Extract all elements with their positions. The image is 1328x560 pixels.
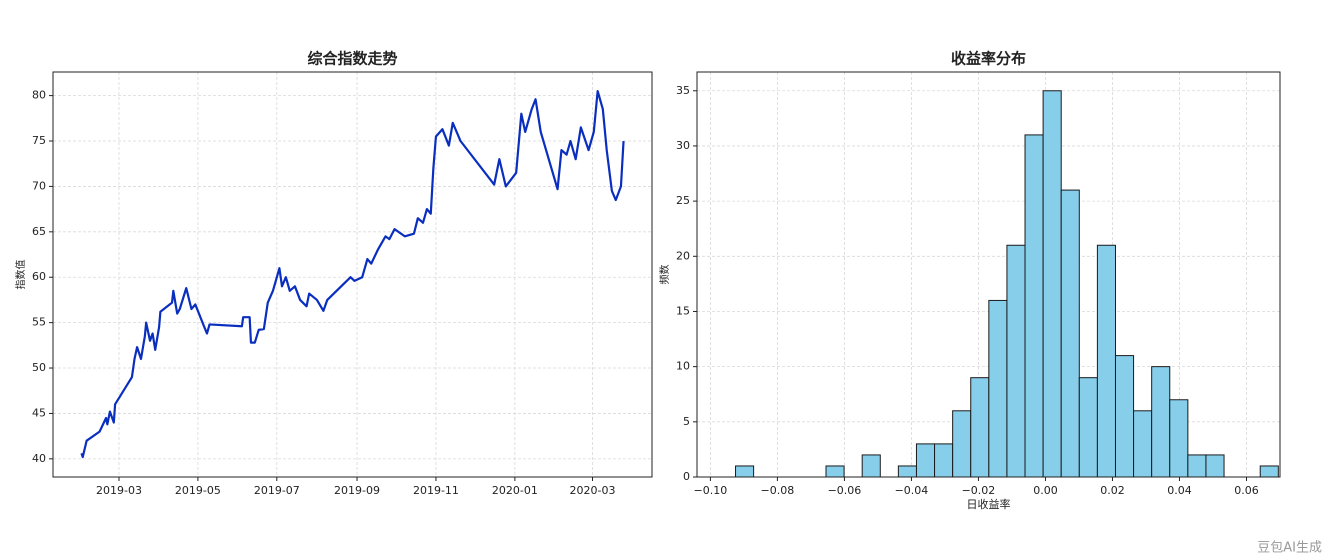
x-tick-label: −0.10 [694, 484, 728, 497]
bar [897, 465, 917, 478]
y-tick-label: 50 [32, 361, 46, 374]
y-tick-label: 70 [32, 179, 46, 192]
bar [825, 465, 845, 478]
chart-title: 综合指数走势 [307, 50, 397, 68]
bar [1205, 454, 1225, 478]
y-tick-label: 30 [676, 139, 690, 152]
y-tick-label: 80 [32, 89, 46, 102]
y-tick-label: 20 [676, 249, 690, 262]
bar [1187, 454, 1207, 478]
x-tick-label: 2019-11 [413, 484, 459, 497]
bar [1114, 355, 1135, 478]
x-tick-label: 0.06 [1234, 484, 1259, 497]
chart-title: 收益率分布 [951, 50, 1026, 68]
x-tick-label: 0.02 [1100, 484, 1125, 497]
y-tick-label: 0 [683, 470, 690, 483]
bar [861, 454, 881, 478]
bar [1078, 377, 1098, 478]
bar [1169, 399, 1189, 478]
x-tick-label: −0.08 [761, 484, 795, 497]
x-tick-label: 0.04 [1167, 484, 1192, 497]
bar [1151, 366, 1171, 478]
y-tick-label: 75 [32, 134, 46, 147]
bar [1133, 410, 1153, 478]
y-tick-label: 40 [32, 452, 46, 465]
axes-frame [696, 71, 1281, 478]
x-tick-label: 2020-01 [492, 484, 538, 497]
bar [1259, 465, 1279, 478]
y-tick-label: 5 [683, 415, 690, 428]
y-tick-label: 15 [676, 304, 690, 317]
x-tick-label: 2019-07 [254, 484, 300, 497]
bar [735, 465, 755, 478]
x-tick-label: 2019-05 [175, 484, 221, 497]
y-tick-label: 45 [32, 406, 46, 419]
x-axis-label: 日收益率 [967, 497, 1011, 511]
bar [970, 377, 990, 478]
bar [952, 410, 972, 478]
line [80, 89, 625, 459]
bar [988, 299, 1008, 478]
bar [1024, 134, 1044, 478]
x-tick-label: 2019-03 [96, 484, 142, 497]
watermark: 豆包AI生成 [1257, 541, 1322, 556]
y-tick-label: 60 [32, 270, 46, 283]
y-tick-label: 25 [676, 194, 690, 207]
y-axis-label: 指数值 [14, 260, 27, 290]
y-tick-label: 10 [676, 360, 690, 373]
x-tick-label: −0.02 [962, 484, 996, 497]
bar [1006, 244, 1026, 478]
bar [934, 443, 954, 478]
x-tick-label: −0.06 [828, 484, 862, 497]
bar [1042, 90, 1062, 478]
bar [1096, 244, 1116, 478]
x-tick-label: 2020-03 [570, 484, 616, 497]
x-tick-label: 0.00 [1033, 484, 1058, 497]
bar [1060, 189, 1080, 478]
y-tick-label: 55 [32, 316, 46, 329]
x-tick-label: 2019-09 [334, 484, 380, 497]
x-tick-label: −0.04 [895, 484, 929, 497]
y-tick-label: 35 [676, 84, 690, 97]
axes-frame [52, 71, 653, 478]
y-tick-label: 65 [32, 225, 46, 238]
y-axis-label: 频数 [658, 265, 671, 285]
bar [915, 443, 936, 478]
